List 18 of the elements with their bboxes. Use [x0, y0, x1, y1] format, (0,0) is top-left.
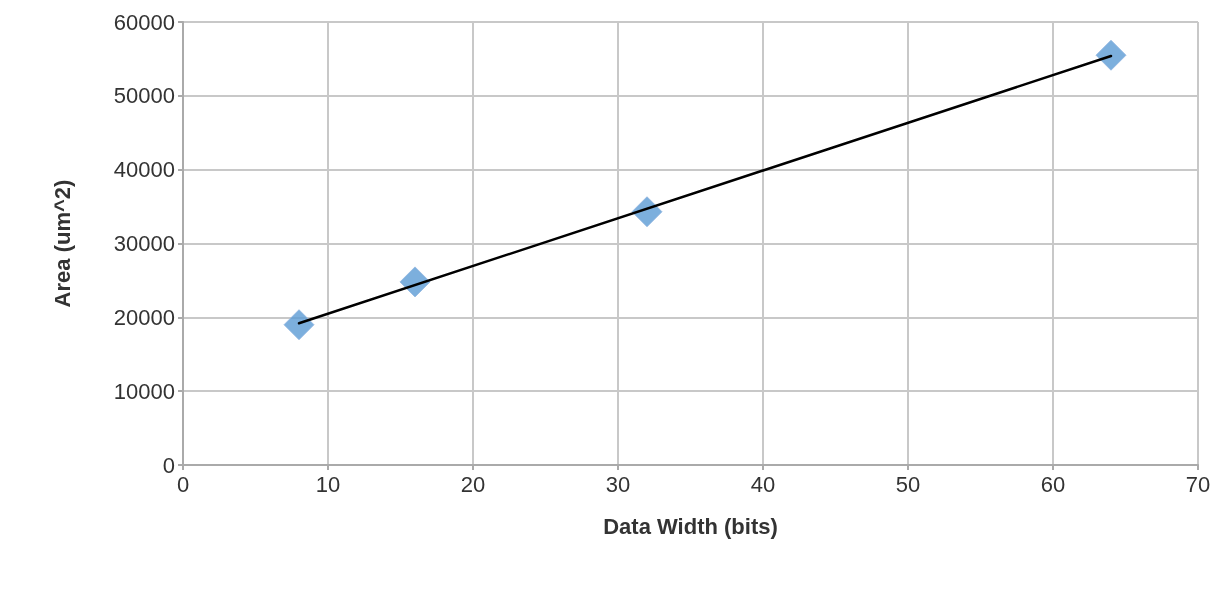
y-tick-label: 20000 — [113, 304, 175, 330]
point — [1095, 39, 1127, 71]
y-tick-label: 40000 — [113, 157, 175, 183]
y-tick-label: 60000 — [113, 9, 175, 35]
y-axis-title: Area (um^2) — [49, 179, 75, 308]
x-tick-label: 10 — [315, 471, 341, 497]
y-tick-label: 30000 — [113, 231, 175, 256]
y-tick-label: 10000 — [113, 378, 175, 404]
x-tick-label: 40 — [750, 471, 776, 497]
x-tick-label: 20 — [460, 471, 486, 497]
x-tick-label: 50 — [895, 471, 921, 497]
x-tick-label: 30 — [605, 471, 631, 497]
x-axis-title: Data Width (bits) — [603, 513, 778, 539]
point — [283, 309, 315, 341]
x-tick-label: 60 — [1040, 471, 1066, 497]
x-tick-label: 70 — [1185, 471, 1211, 497]
y-tick-label: 50000 — [113, 83, 175, 109]
y-tick-label: 0 — [162, 452, 175, 478]
